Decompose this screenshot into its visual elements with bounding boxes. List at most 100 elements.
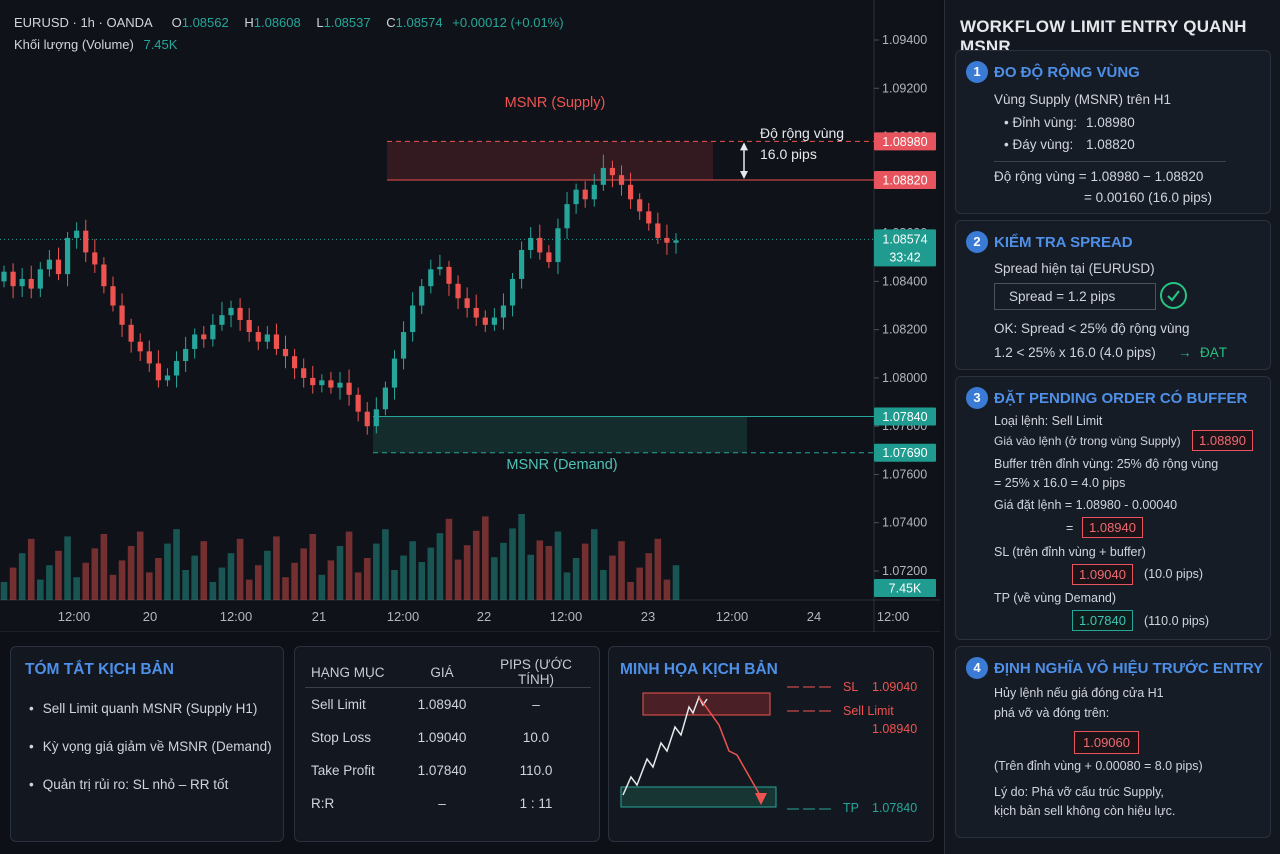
- candle: [110, 286, 116, 306]
- table-row: Stop Loss 1.09040 10.0: [311, 729, 550, 745]
- spread-heading: Spread hiện tại (EURUSD): [994, 261, 1155, 276]
- candle: [509, 278, 516, 306]
- volume-bar: [563, 572, 571, 600]
- volume-bar: [209, 582, 217, 600]
- volume-bar: [9, 567, 17, 600]
- candle: [164, 375, 171, 381]
- check-icon: [1160, 282, 1187, 309]
- col-header: GIÁ: [403, 657, 481, 688]
- table-row: R:R – 1 : 11: [311, 795, 553, 811]
- volume-bar: [636, 567, 643, 600]
- zone-top-value: 1.08980: [1086, 115, 1135, 130]
- volume-bar: [454, 559, 462, 600]
- price-tick-label: 1.09400: [882, 33, 927, 47]
- supply-top-badge: [874, 132, 936, 151]
- time-tick-label: 24: [807, 609, 821, 624]
- candle: [137, 341, 143, 352]
- candle: [319, 380, 325, 386]
- width-calc-2: = 0.00160 (16.0 pips): [1084, 190, 1212, 205]
- price-chart[interactable]: 1.094001.092001.090001.088001.086001.084…: [0, 0, 940, 632]
- supply-bottom-badge: [874, 170, 936, 189]
- illustration-title: MINH HỌA KỊCH BẢN: [620, 661, 778, 678]
- plan-table: HẠNG MỤC GIÁ PIPS (ƯỚC TÍNH) Sell Limit …: [305, 657, 591, 820]
- order-calc: Giá đặt lệnh = 1.08980 - 0.00040: [994, 498, 1178, 512]
- invalid-value: 1.09060: [1074, 731, 1139, 754]
- volume-bar: [654, 538, 662, 600]
- volume-bar: [318, 574, 326, 600]
- volume-bar: [400, 555, 407, 600]
- order-value: 1.08940: [1082, 517, 1143, 538]
- volume-bar: [118, 560, 126, 600]
- candle: [10, 271, 16, 287]
- symbol-label[interactable]: EURUSD · 1h · OANDA: [14, 15, 152, 30]
- summary-title: TÓM TẮT KỊCH BẢN: [25, 661, 174, 678]
- candle: [591, 184, 597, 200]
- candle: [564, 204, 570, 229]
- arrow-down-icon: [740, 170, 748, 179]
- volume-bar: [127, 546, 135, 600]
- order-eq: =: [1066, 521, 1074, 535]
- candle: [37, 269, 43, 289]
- width-calc-1: Độ rộng vùng = 1.08980 − 1.08820: [994, 169, 1204, 184]
- supply-zone: [387, 141, 713, 180]
- step-3-title: ĐẶT PENDING ORDER CÓ BUFFER: [994, 390, 1248, 407]
- candle: [1, 271, 7, 282]
- time-tick-label: 23: [641, 609, 655, 624]
- chart-panel[interactable]: 1.094001.092001.090001.088001.086001.084…: [0, 0, 940, 632]
- candle: [382, 387, 389, 410]
- high-value: 1.08608: [253, 15, 301, 30]
- candle: [400, 332, 407, 359]
- arrow-right-icon: →: [1178, 345, 1192, 360]
- volume-bar: [436, 533, 444, 600]
- volume-bar: [627, 582, 634, 600]
- volume-bar: [509, 528, 516, 600]
- candle: [528, 237, 534, 250]
- volume-bar: [500, 542, 507, 600]
- volume-bar: [545, 546, 553, 600]
- volume-bar: [136, 531, 144, 600]
- price-tick-label: 1.07600: [882, 467, 927, 481]
- volume-bar: [254, 565, 262, 600]
- scenario-diagram: [620, 686, 835, 810]
- candle: [28, 278, 34, 289]
- diagram-price-path: [622, 695, 708, 796]
- candle: [310, 377, 316, 386]
- tp-pips: (110.0 pips): [1144, 614, 1210, 628]
- candle: [373, 409, 379, 427]
- volume-bar: [46, 565, 53, 600]
- candle: [183, 348, 189, 362]
- volume-bar: [55, 550, 62, 600]
- volume-bar: [391, 570, 398, 600]
- zone-bottom-label: • Đáy vùng:: [1004, 137, 1074, 152]
- col-header: PIPS (ƯỚC TÍNH): [481, 657, 591, 688]
- candle: [201, 334, 207, 340]
- volume-label[interactable]: Khối lượng (Volume): [14, 37, 134, 52]
- candle: [600, 167, 606, 185]
- volume-bar: [245, 579, 253, 600]
- step-2-badge: 2: [966, 231, 988, 253]
- buffer-line-2: = 25% x 16.0 = 4.0 pips: [994, 476, 1126, 490]
- price-tick-label: 1.08000: [882, 371, 927, 385]
- volume-bar: [336, 546, 344, 600]
- time-tick-label: 20: [143, 609, 157, 624]
- volume-bar: [191, 555, 199, 600]
- step-2-title: KIỂM TRA SPREAD: [994, 234, 1133, 251]
- volume-bar: [463, 545, 471, 600]
- spread-ok-line: OK: Spread < 25% độ rộng vùng: [994, 321, 1190, 336]
- candle: [255, 332, 261, 342]
- candle: [355, 394, 361, 412]
- supply-label: MSNR (Supply): [505, 95, 606, 111]
- invalid-note: (Trên đỉnh vùng + 0.00080 = 8.0 pips): [994, 759, 1203, 773]
- volume-bar: [618, 541, 625, 600]
- candle: [655, 223, 661, 238]
- candle: [428, 269, 434, 287]
- candle: [364, 411, 370, 427]
- candle: [291, 356, 298, 369]
- candle: [219, 315, 225, 325]
- table-row: Sell Limit 1.08940 –: [311, 696, 540, 712]
- volume-bar: [73, 577, 80, 600]
- volume-bar: [382, 529, 389, 600]
- diagram-supply-zone: [642, 692, 771, 716]
- invalid-line-1: Hủy lệnh nếu giá đóng cửa H1: [994, 686, 1164, 700]
- price-tick-label: 1.08200: [882, 323, 927, 337]
